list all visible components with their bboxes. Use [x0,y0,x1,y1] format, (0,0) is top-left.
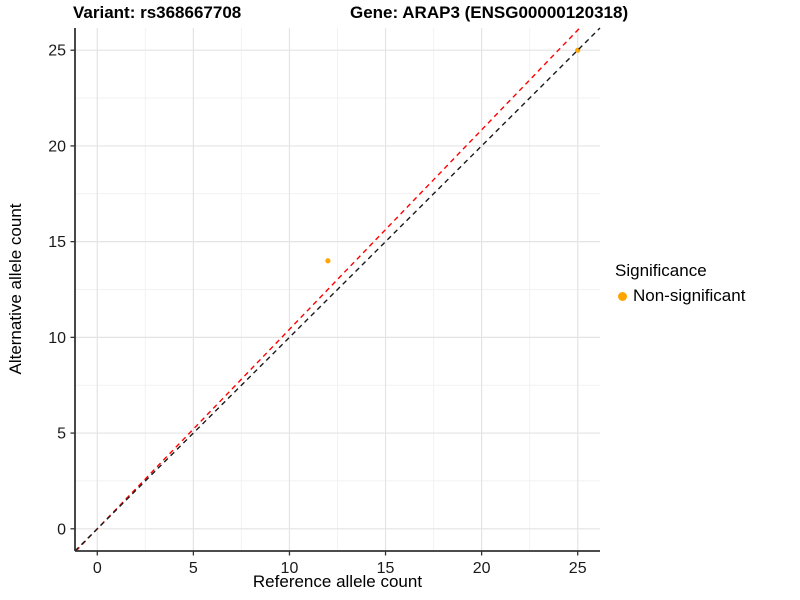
legend: Significance Non-significant [615,261,745,306]
x-tick-label: 10 [281,560,299,577]
legend-item-label: Non-significant [633,286,746,305]
y-tick-label: 25 [48,43,66,60]
x-tick-label: 15 [377,560,395,577]
y-tick-label: 10 [48,330,66,347]
data-point [325,258,331,264]
y-tick-label: 5 [57,426,66,443]
x-axis-title: Reference allele count [252,572,423,591]
x-tick-label: 20 [473,560,491,577]
plot-title-gene: Gene: ARAP3 (ENSG00000120318) [350,3,629,22]
identity-line [74,27,601,552]
y-tick-label: 20 [48,138,66,155]
x-tick-label: 5 [189,560,198,577]
y-tick-label: 15 [48,234,66,251]
x-tick-label: 0 [93,560,102,577]
y-tick-label: 0 [57,521,66,538]
expected-ratio-line [75,27,581,552]
y-axis-title: Alternative allele count [6,203,25,375]
non-significant-point-icon [618,291,627,301]
x-tick-label: 25 [569,560,587,577]
plot-title-variant: Variant: rs368667708 [73,3,242,22]
legend-item-non-significant: Non-significant [615,286,745,306]
legend-title: Significance [615,261,707,280]
